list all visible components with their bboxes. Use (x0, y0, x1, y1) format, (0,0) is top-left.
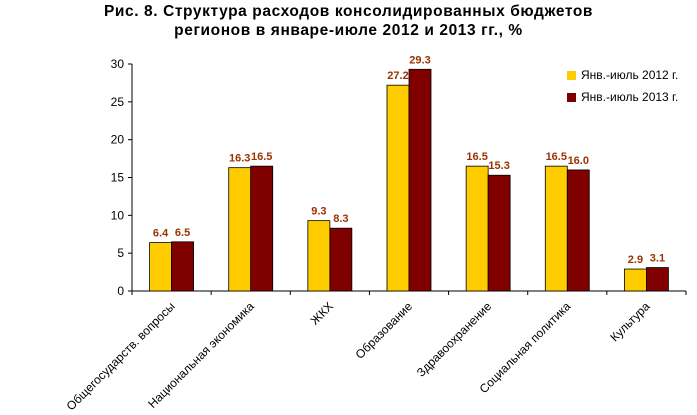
bar-2012-0 (149, 242, 172, 292)
bar-2012-4 (465, 165, 489, 292)
category-label-4: Здравоохранение (414, 299, 495, 380)
data-label-2012-1: 16.3 (229, 153, 250, 165)
data-label-2013-4: 15.3 (488, 160, 509, 172)
bar-2013-0 (171, 241, 194, 292)
bar-2013-6 (646, 267, 669, 292)
chart-title: Рис. 8. Структура расходов консолидирова… (0, 2, 697, 40)
y-tick-label-0: 0 (117, 284, 124, 298)
bar-2013-3 (408, 68, 432, 292)
legend-label-2013: Янв.-июль 2013 г. (581, 90, 679, 104)
category-label-6: Культура (607, 299, 652, 344)
data-label-2013-6: 3.1 (650, 253, 665, 265)
bar-2012-3 (386, 84, 410, 292)
category-label-2: ЖКХ (308, 299, 336, 327)
legend-swatch-2013 (567, 92, 576, 102)
category-label-3: Образование (353, 299, 416, 362)
legend-item-2013: Янв.-июль 2013 г. (567, 86, 678, 108)
chart-title-line-2: регионов в январе-июле 2012 и 2013 гг., … (174, 22, 523, 39)
y-tick-label-4: 20 (111, 133, 125, 147)
y-tick-label-2: 10 (111, 208, 125, 222)
data-label-2012-2: 9.3 (311, 206, 326, 218)
y-tick-label-1: 5 (117, 246, 124, 260)
bar-2012-5 (544, 165, 568, 292)
y-tick-label-5: 25 (111, 95, 125, 109)
bar-2013-1 (250, 165, 274, 292)
data-label-2013-1: 16.5 (251, 151, 272, 163)
legend-item-2012: Янв.-июль 2012 г. (567, 64, 678, 86)
bar-2012-1 (228, 167, 252, 292)
data-label-2012-6: 2.9 (628, 254, 643, 266)
data-label-2013-0: 6.5 (175, 227, 190, 239)
data-label-2013-2: 8.3 (333, 213, 348, 225)
category-label-5: Социальная политика (477, 299, 574, 396)
data-label-2012-0: 6.4 (153, 228, 169, 240)
y-tick-label-6: 30 (111, 57, 125, 71)
bar-2013-2 (329, 227, 353, 292)
legend-swatch-2012 (567, 70, 576, 80)
bar-2012-6 (624, 268, 647, 292)
data-label-2012-3: 27.2 (387, 70, 408, 82)
chart-title-line-1: Рис. 8. Структура расходов консолидирова… (103, 3, 594, 20)
legend: Янв.-июль 2012 г. Янв.-июль 2013 г. (567, 64, 678, 108)
data-label-2013-5: 16.0 (568, 155, 589, 167)
data-label-2012-4: 16.5 (466, 151, 487, 163)
data-label-2012-5: 16.5 (546, 151, 567, 163)
bar-2012-2 (307, 220, 331, 292)
legend-label-2012: Янв.-июль 2012 г. (581, 68, 679, 82)
bar-2013-5 (566, 169, 590, 292)
data-label-2013-3: 29.3 (409, 54, 430, 66)
y-tick-label-3: 15 (111, 171, 125, 185)
bar-2013-4 (487, 174, 511, 292)
